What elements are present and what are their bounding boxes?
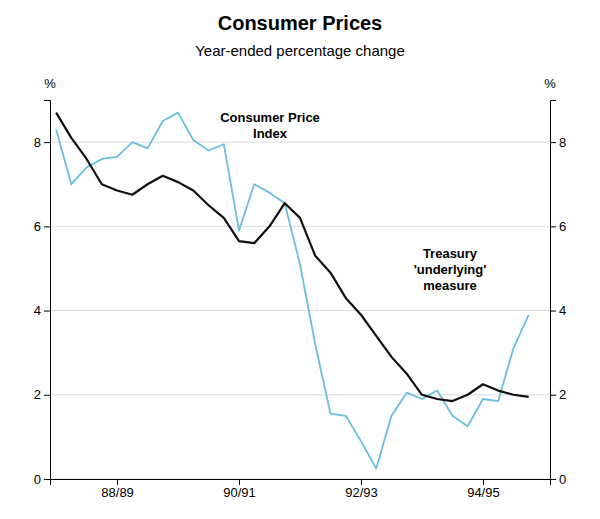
y2-axis: 0 2 4 6 8 (550, 101, 566, 487)
y-tick: 4 (34, 303, 50, 318)
y-tick-label: 8 (34, 135, 41, 150)
y-tick-label: 6 (34, 219, 41, 234)
lines (56, 113, 529, 469)
y-axis-label: % (44, 76, 56, 91)
axis-line (44, 101, 51, 480)
x-tick: 90/91 (223, 479, 256, 500)
y2-tick-label: 2 (559, 387, 566, 402)
x-tick-label: 94/95 (467, 485, 500, 500)
y-axis: 0 2 4 6 8 (34, 101, 51, 487)
y2-tick-mark (550, 226, 556, 227)
y-tick-label: 4 (34, 303, 41, 318)
y-tick-mark (44, 395, 50, 396)
plot: 88/89 90/91 92/93 94/95 0 2 4 6 8 0 2 4 6 8%% Consumer… (34, 76, 566, 500)
y-tick-label: 2 (34, 387, 41, 402)
y2-axis-label: % (544, 76, 556, 91)
y2-tick: 4 (550, 303, 566, 318)
annotations: Consumer PriceIndex Treasury'underlying'm… (220, 110, 486, 293)
y2-tick-label: 4 (559, 303, 566, 318)
y-tick: 0 (34, 472, 50, 487)
x-tick-label: 92/93 (345, 485, 378, 500)
grid-line (50, 226, 550, 227)
subtitle: Year-ended percentage change (195, 42, 405, 59)
grid-line (50, 310, 550, 311)
y2-tick-label: 6 (559, 219, 566, 234)
y-tick: 2 (34, 387, 50, 402)
annotation-line: 'underlying' (414, 262, 487, 277)
x-tick-mark (117, 479, 118, 485)
y2-tick-mark (550, 311, 556, 312)
y2-tick-label: 0 (559, 472, 566, 487)
y2-tick-mark (550, 142, 556, 143)
x-tick: 94/95 (467, 479, 500, 500)
y2-tick: 6 (550, 219, 566, 234)
series-line (56, 113, 529, 469)
x-tick-mark (361, 479, 362, 485)
chart: Consumer Prices Year-ended percentage cha… (0, 0, 600, 519)
annotation-line: Treasury (423, 246, 478, 261)
y-tick: 6 (34, 219, 50, 234)
x-axis: 88/89 90/91 92/93 94/95 (51, 479, 551, 500)
y-tick-mark (44, 142, 50, 143)
x-tick-label: 88/89 (101, 485, 134, 500)
y-tick-mark (44, 311, 50, 312)
x-tick: 88/89 (101, 479, 134, 500)
x-tick: 92/93 (345, 479, 378, 500)
y-tick-mark (44, 226, 50, 227)
y-tick: 8 (34, 135, 50, 150)
y2-tick-mark (550, 479, 556, 480)
x-tick-mark (483, 479, 484, 485)
axis-line (51, 480, 551, 486)
y-tick-mark (44, 479, 50, 480)
y2-tick: 8 (550, 135, 566, 150)
y-tick-label: 0 (34, 472, 41, 487)
annotation-line: Index (253, 126, 288, 141)
y2-tick-label: 8 (559, 135, 566, 150)
x-tick-label: 90/91 (223, 485, 256, 500)
y2-tick-mark (550, 395, 556, 396)
annotation: Treasury'underlying'measure (414, 246, 487, 293)
axis-line (551, 101, 557, 480)
annotation: Consumer PriceIndex (220, 110, 320, 141)
grid-line (50, 394, 550, 395)
annotation-line: measure (423, 278, 476, 293)
title: Consumer Prices (218, 12, 383, 34)
series-line (56, 113, 529, 401)
x-tick-mark (239, 479, 240, 485)
annotation-line: Consumer Price (220, 110, 320, 125)
y2-tick: 0 (550, 472, 566, 487)
grid-line (50, 142, 550, 143)
y2-tick: 2 (550, 387, 566, 402)
